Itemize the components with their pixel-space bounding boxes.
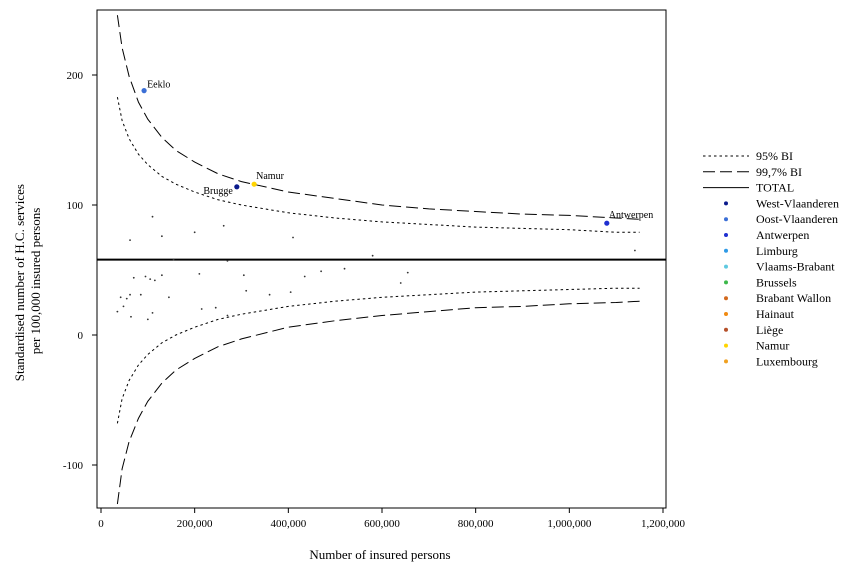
x-tick-label: 1,000,000 bbox=[547, 518, 592, 530]
data-point bbox=[144, 275, 147, 278]
data-point bbox=[168, 296, 170, 299]
data-point bbox=[116, 310, 119, 313]
legend-marker-limburg bbox=[724, 248, 728, 253]
confidence-curves bbox=[116, 15, 640, 505]
point-annotation: Namur bbox=[256, 171, 284, 182]
data-point bbox=[320, 270, 323, 273]
legend-label: 95% BI bbox=[756, 149, 793, 163]
data-point bbox=[245, 289, 248, 292]
data-point bbox=[242, 274, 245, 277]
y-tick-label: 0 bbox=[78, 330, 84, 342]
data-point bbox=[146, 318, 149, 321]
data-point bbox=[122, 305, 125, 308]
data-point bbox=[129, 239, 131, 242]
x-tick-label: 800,000 bbox=[458, 518, 494, 530]
legend-marker-vlaams_brabant bbox=[724, 264, 728, 269]
y-axis-title: Standardised number of H.C. services per… bbox=[12, 181, 43, 381]
labeled-point bbox=[251, 181, 257, 187]
data-point bbox=[226, 260, 229, 262]
legend-marker-brussels bbox=[724, 280, 728, 285]
point-annotation: Eeklo bbox=[147, 80, 170, 91]
data-point bbox=[343, 267, 346, 270]
y-tick-label: 100 bbox=[67, 200, 84, 212]
data-point bbox=[303, 275, 306, 278]
x-tick-label: 1,200,000 bbox=[641, 518, 686, 530]
data-point bbox=[119, 296, 122, 299]
labeled-points: Eeklo Brugge Namur Antwerpen bbox=[141, 80, 653, 226]
data-point bbox=[214, 306, 217, 309]
data-point bbox=[160, 274, 163, 277]
data-point bbox=[200, 308, 203, 310]
legend-label: Vlaams-Brabant bbox=[756, 260, 835, 274]
ci997-upper-curve bbox=[116, 15, 640, 220]
data-point bbox=[193, 231, 196, 234]
data-point bbox=[226, 314, 229, 317]
legend-label: Luxembourg bbox=[756, 354, 818, 368]
legend-marker-namur bbox=[724, 343, 728, 348]
legend-label: Hainaut bbox=[756, 307, 795, 321]
data-point bbox=[289, 291, 292, 293]
point-annotation: Brugge bbox=[203, 186, 233, 197]
legend-label: 99,7% BI bbox=[756, 165, 802, 179]
x-axis-title: Number of insured persons bbox=[309, 547, 450, 562]
data-point bbox=[406, 271, 409, 274]
data-point bbox=[153, 279, 156, 282]
data-point bbox=[132, 276, 135, 279]
legend-marker-oost_vlaanderen bbox=[724, 217, 728, 222]
legend-marker-hainaut bbox=[724, 312, 728, 316]
y-axis-title-line-1: Standardised number of H.C. services bbox=[12, 184, 27, 381]
data-points bbox=[116, 215, 636, 321]
data-point bbox=[139, 293, 142, 296]
data-point bbox=[198, 273, 201, 275]
y-tick-label: 200 bbox=[67, 70, 84, 82]
legend-label: Namur bbox=[756, 339, 789, 353]
legend-label: Limburg bbox=[756, 244, 798, 258]
data-point bbox=[399, 282, 402, 284]
labeled-point bbox=[604, 220, 610, 226]
x-axis: 0 200,000 400,000 600,000 800,000 1,000,000 1,… bbox=[98, 508, 686, 530]
ci95-upper-curve bbox=[116, 97, 640, 233]
data-point bbox=[129, 293, 131, 296]
labeled-point bbox=[234, 184, 240, 190]
data-point bbox=[371, 254, 374, 257]
data-point bbox=[125, 297, 128, 300]
legend-label: West-Vlaanderen bbox=[756, 196, 839, 210]
x-tick-label: 600,000 bbox=[364, 518, 400, 530]
x-tick-label: 400,000 bbox=[270, 518, 306, 530]
x-tick-label: 200,000 bbox=[177, 518, 213, 530]
data-point bbox=[151, 312, 154, 314]
data-point bbox=[172, 258, 175, 261]
data-point bbox=[151, 215, 154, 218]
legend-label: Brussels bbox=[756, 275, 797, 289]
legend-label: Brabant Wallon bbox=[756, 291, 831, 305]
ci95-lower-curve bbox=[116, 287, 640, 424]
legend-label: Antwerpen bbox=[756, 228, 809, 242]
data-point bbox=[292, 236, 294, 239]
data-point bbox=[130, 315, 132, 318]
legend-marker-antwerpen bbox=[724, 233, 728, 237]
legend-marker-liege bbox=[724, 327, 728, 332]
y-tick-label: -100 bbox=[63, 460, 84, 472]
legend-label: TOTAL bbox=[756, 181, 794, 195]
point-annotation: Antwerpen bbox=[609, 210, 653, 221]
x-tick-label: 0 bbox=[98, 518, 104, 530]
data-point bbox=[149, 278, 152, 280]
data-point bbox=[160, 235, 163, 238]
legend-label: Liège bbox=[756, 323, 783, 337]
legend-marker-brabant_wallon bbox=[724, 296, 728, 301]
legend-marker-luxembourg bbox=[724, 359, 728, 364]
y-axis: -100 0 100 200 bbox=[63, 70, 97, 472]
data-point bbox=[634, 249, 636, 252]
legend-label: Oost-Vlaanderen bbox=[756, 212, 838, 226]
data-point bbox=[268, 293, 271, 296]
labeled-point bbox=[141, 88, 147, 94]
ci997-lower-curve bbox=[116, 300, 640, 505]
data-point bbox=[222, 224, 225, 227]
y-axis-title-line-2: per 100,000 insured persons bbox=[28, 208, 43, 355]
legend-marker-west_vlaanderen bbox=[724, 201, 728, 206]
